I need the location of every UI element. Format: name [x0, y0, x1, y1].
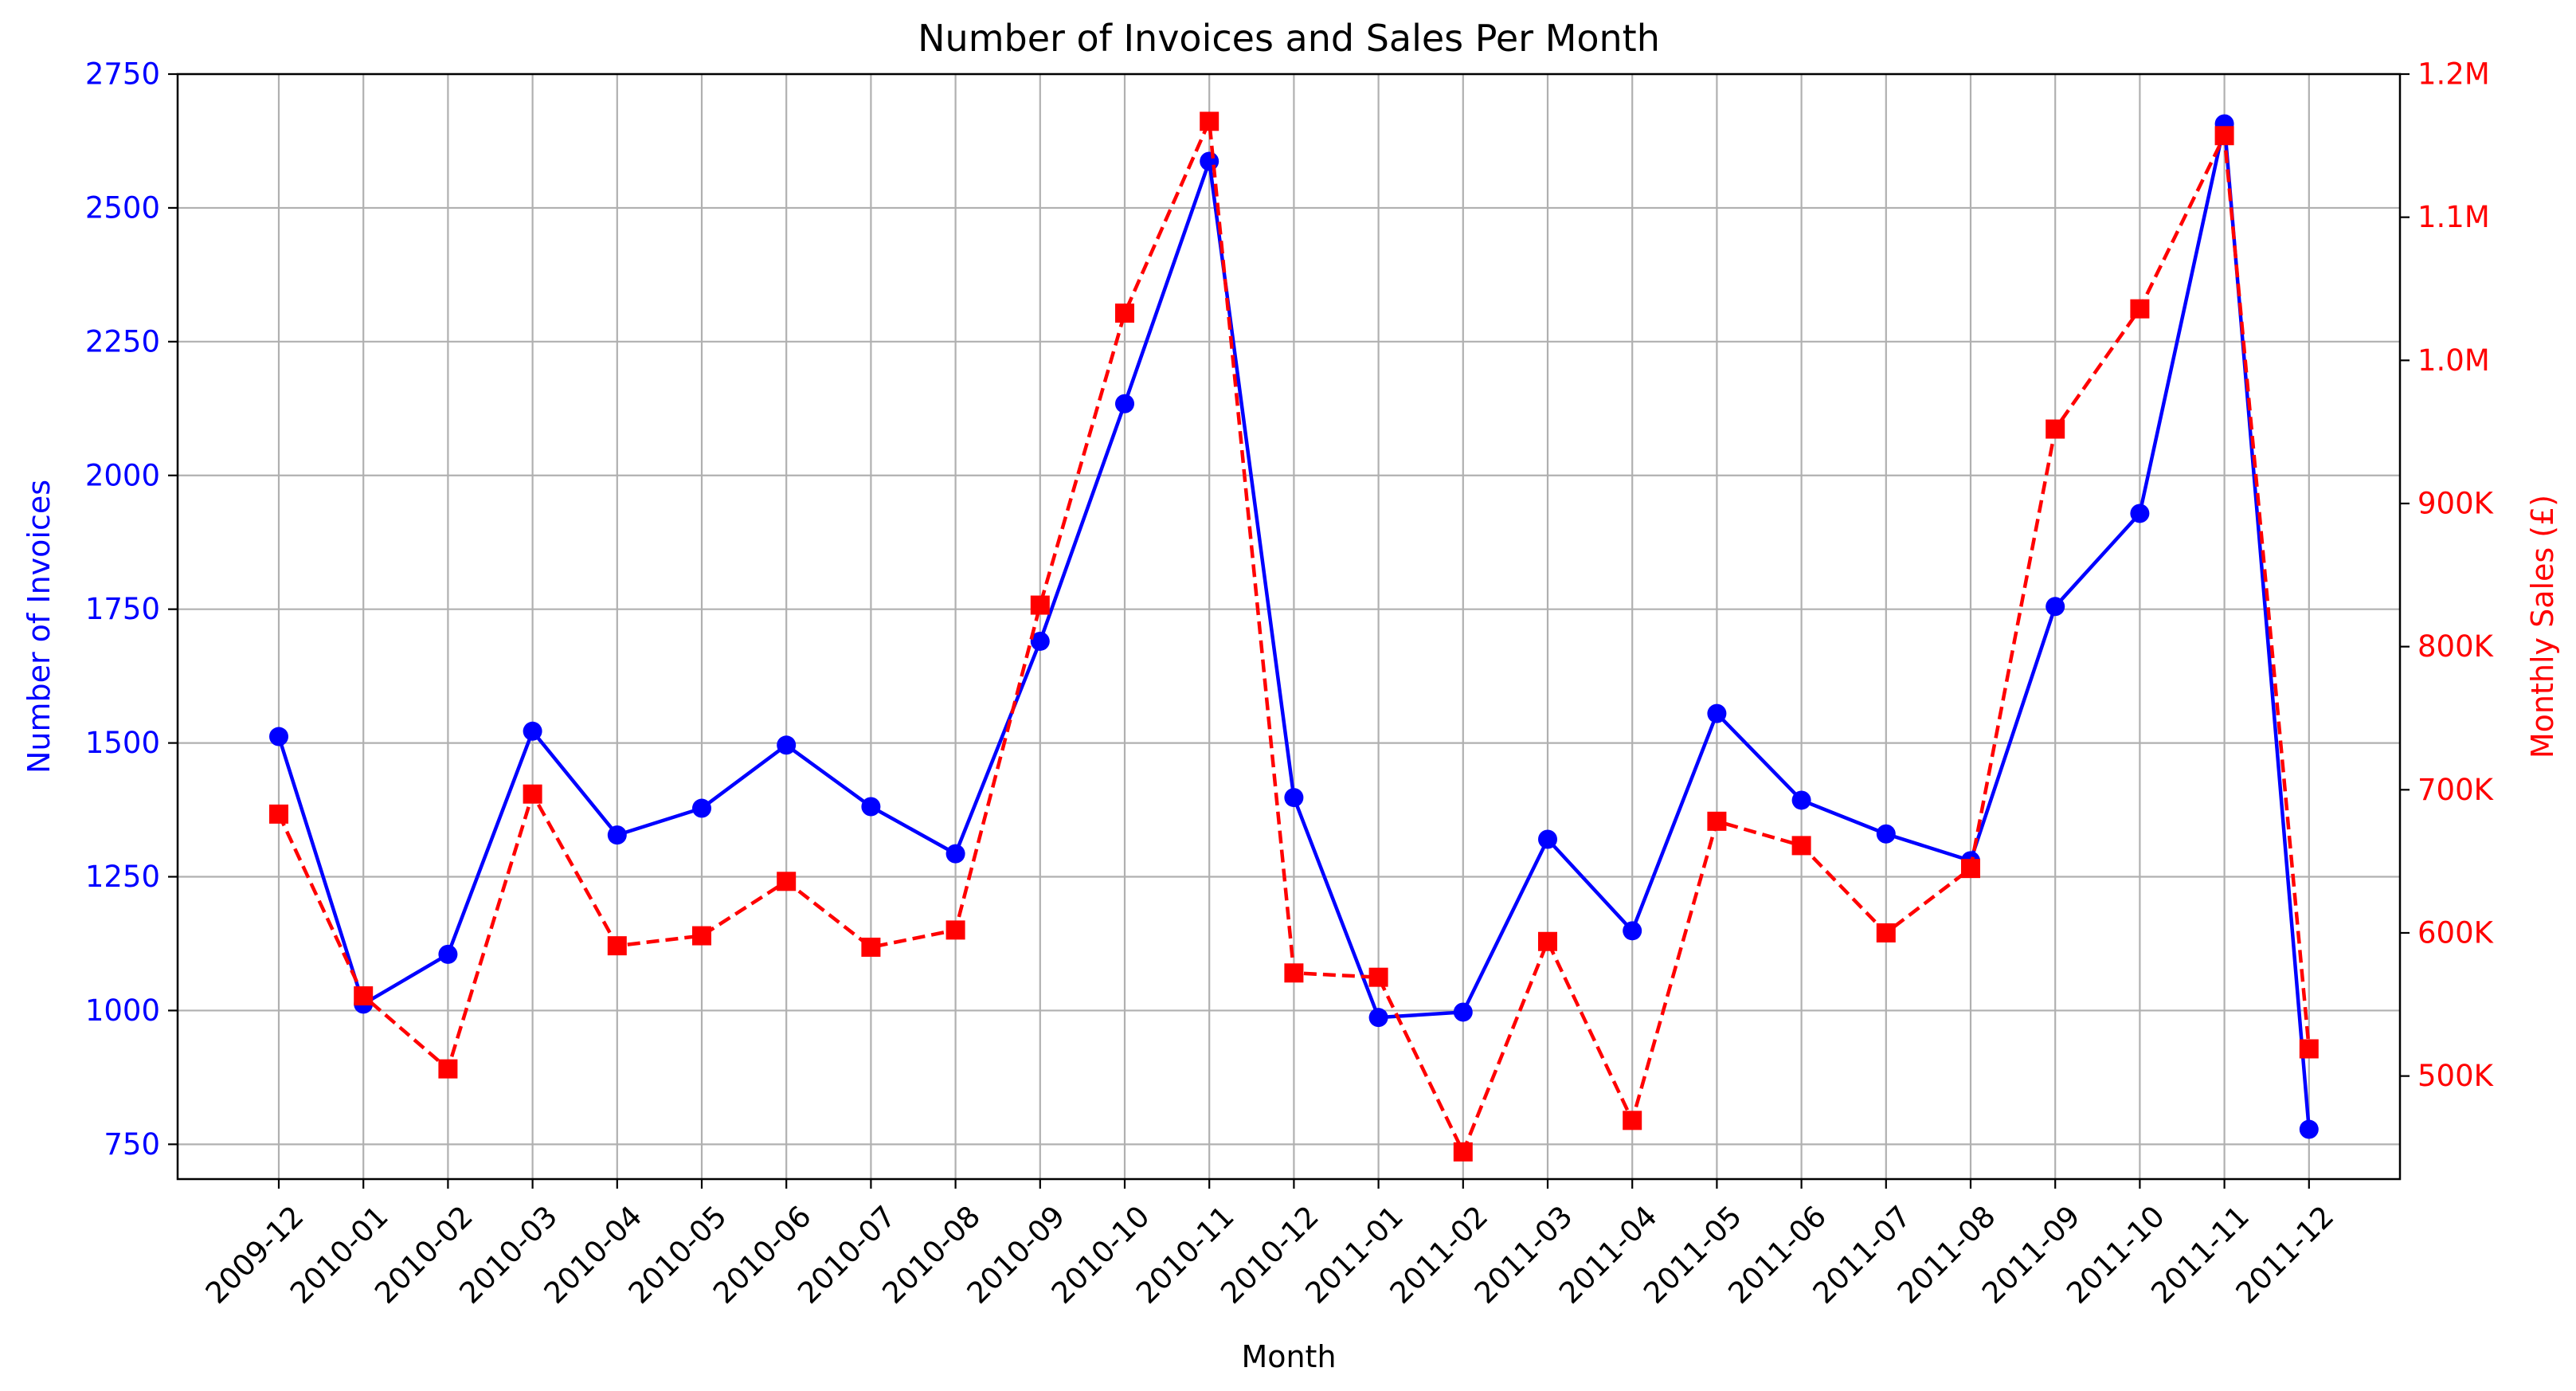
y-left-tick-label: 2000	[85, 458, 160, 492]
grid	[178, 72, 2400, 1179]
y-left-tick-label: 2750	[85, 57, 160, 92]
invoices-point	[1030, 631, 1050, 651]
sales-point	[1115, 304, 1134, 323]
series-layer	[269, 112, 2319, 1162]
chart-title: Number of Invoices and Sales Per Month	[918, 17, 1660, 60]
invoices-point	[2299, 1119, 2319, 1139]
sales-point	[1623, 1111, 1642, 1130]
sales-point	[2046, 419, 2065, 439]
sales-point	[523, 784, 542, 804]
y-right-tick-label: 1.0M	[2417, 343, 2490, 378]
y-left-tick-label: 750	[104, 1127, 160, 1162]
invoices-point	[438, 944, 458, 964]
y-left-tick-label: 1000	[85, 993, 160, 1028]
invoices-point	[945, 844, 965, 864]
y-right-tick-label: 900K	[2417, 486, 2495, 520]
y-left-tick-label: 1250	[85, 860, 160, 894]
sales-point	[1791, 836, 1811, 856]
invoices-point	[1200, 151, 1219, 171]
invoices-point	[861, 797, 881, 817]
invoices-point	[1791, 790, 1811, 810]
sales-point	[607, 936, 627, 956]
invoices-point	[2130, 504, 2150, 523]
invoices-point	[607, 825, 627, 845]
sales-point	[1368, 967, 1388, 987]
sales-point	[777, 872, 797, 891]
sales-point	[861, 937, 881, 957]
sales-point	[1200, 112, 1219, 131]
y-right-tick-label: 600K	[2417, 915, 2495, 950]
y-right-tick-label: 1.1M	[2417, 200, 2490, 234]
invoices-point	[269, 727, 288, 746]
y-axis-label-left: Number of Invoices	[22, 480, 57, 774]
invoices-point	[1368, 1008, 1388, 1028]
sales-point	[1284, 963, 1304, 983]
invoices-point	[1538, 829, 1557, 849]
y-left-tick-label: 2250	[85, 324, 160, 359]
invoices-point	[1115, 394, 1134, 413]
y-axis-label-right: Monthly Sales (£)	[2525, 495, 2560, 758]
sales-point	[692, 926, 711, 946]
invoices-point	[1876, 824, 1896, 844]
sales-point	[1030, 595, 1050, 615]
invoices-point	[692, 798, 711, 818]
invoices-point	[1284, 788, 1304, 808]
sales-point	[1961, 859, 1980, 879]
sales-point	[2214, 126, 2234, 146]
sales-point	[1453, 1142, 1473, 1162]
invoices-point	[1707, 703, 1727, 723]
y-right-tick-label: 700K	[2417, 773, 2495, 807]
invoices-point	[777, 735, 797, 755]
invoices-point	[1453, 1002, 1473, 1022]
invoices-point	[1623, 921, 1642, 941]
invoices-point	[523, 721, 542, 741]
x-axis-label: Month	[1241, 1339, 1336, 1374]
sales-point	[2299, 1039, 2319, 1059]
y-left-tick-label: 1500	[85, 726, 160, 760]
y-right-tick-label: 800K	[2417, 629, 2495, 664]
sales-point	[269, 804, 288, 824]
sales-point	[1876, 923, 1896, 942]
sales-point	[945, 920, 965, 940]
invoices-point	[2046, 597, 2065, 617]
sales-point	[354, 986, 374, 1006]
plot-frame	[176, 72, 2402, 1181]
sales-point	[438, 1059, 458, 1079]
y-right-tick-label: 500K	[2417, 1059, 2495, 1093]
sales-point	[1538, 931, 1557, 951]
y-right-tick-label: 1.2M	[2417, 57, 2490, 92]
y-left-tick-label: 1750	[85, 592, 160, 626]
y-left-tick-label: 2500	[85, 190, 160, 225]
sales-point	[1707, 811, 1727, 831]
sales-point	[2130, 299, 2150, 319]
